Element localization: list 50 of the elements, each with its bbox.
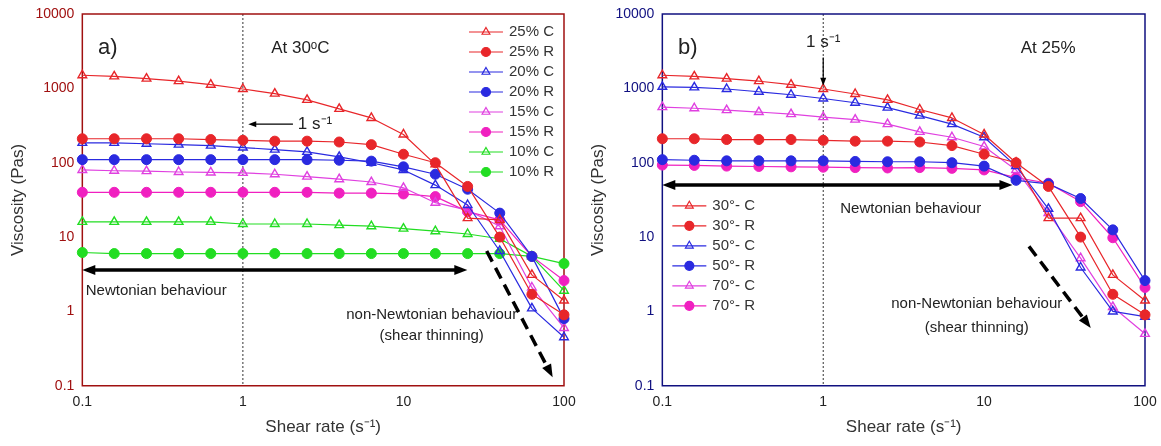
annotation: (shear thinning): [379, 325, 484, 343]
y-tick-label: 1000: [623, 79, 655, 96]
x-tick-label: 0.1: [72, 393, 93, 410]
y-axis-title: Viscosity (Pas): [7, 143, 27, 256]
x-axis-title: Shear rate (s⁻¹): [845, 417, 962, 437]
x-tick-label: 0.1: [652, 393, 673, 410]
legend-label: 30°- R: [712, 215, 756, 233]
y-tick-label: 100: [50, 153, 75, 170]
legend-label: 70°- C: [712, 275, 756, 293]
annotation: a): [97, 33, 118, 59]
y-tick-label: 1000: [43, 79, 75, 96]
x-tick-label: 100: [552, 393, 576, 410]
y-tick-label: 1: [66, 302, 75, 319]
y-tick-label: 100: [630, 153, 655, 170]
annotation: 1 s⁻¹: [297, 113, 333, 133]
annotation: Newtonian behaviour: [840, 198, 982, 216]
annotation: (shear thinning): [924, 318, 1029, 336]
x-tick-label: 100: [1133, 393, 1157, 410]
x-tick-label: 10: [976, 393, 993, 410]
annotation: At 25%: [1020, 37, 1076, 57]
x-axis-title: Shear rate (s⁻¹): [265, 417, 381, 437]
x-tick-label: 1: [819, 393, 828, 410]
annotation: non-Newtonian behaviour: [891, 294, 1063, 312]
x-tick-label: 1: [238, 393, 247, 410]
legend-label: 50°- R: [712, 255, 756, 273]
y-tick-label: 10: [58, 227, 75, 244]
y-tick-label: 0.1: [634, 376, 655, 393]
legend-label: 50°- C: [712, 235, 756, 253]
y-tick-label: 10000: [35, 4, 75, 21]
annotation: Newtonian behaviour: [85, 280, 227, 298]
legend-label: 25% C: [508, 22, 555, 40]
legend-label: 15% R: [508, 122, 555, 140]
annotation: b): [677, 33, 698, 59]
annotation: 1 s⁻¹: [806, 31, 841, 51]
legend-label: 10% C: [508, 142, 555, 160]
x-tick-label: 10: [395, 393, 412, 410]
annotation: non-Newtonian behaviour: [346, 304, 518, 322]
legend-label: 20% R: [508, 82, 555, 100]
legend-label: 70°- R: [712, 295, 756, 313]
y-axis-title: Viscosity (Pas): [587, 143, 607, 256]
legend-label: 15% C: [508, 102, 555, 120]
annotation: At 30ᵒC: [271, 37, 330, 57]
legend-label: 30°- C: [712, 195, 756, 213]
legend-label: 10% R: [508, 162, 555, 180]
y-tick-label: 10000: [615, 4, 655, 21]
legend-label: 25% R: [508, 42, 555, 60]
y-tick-label: 1: [646, 302, 655, 319]
legend-label: 20% C: [508, 62, 555, 80]
y-tick-label: 10: [638, 227, 655, 244]
y-tick-label: 0.1: [54, 376, 75, 393]
